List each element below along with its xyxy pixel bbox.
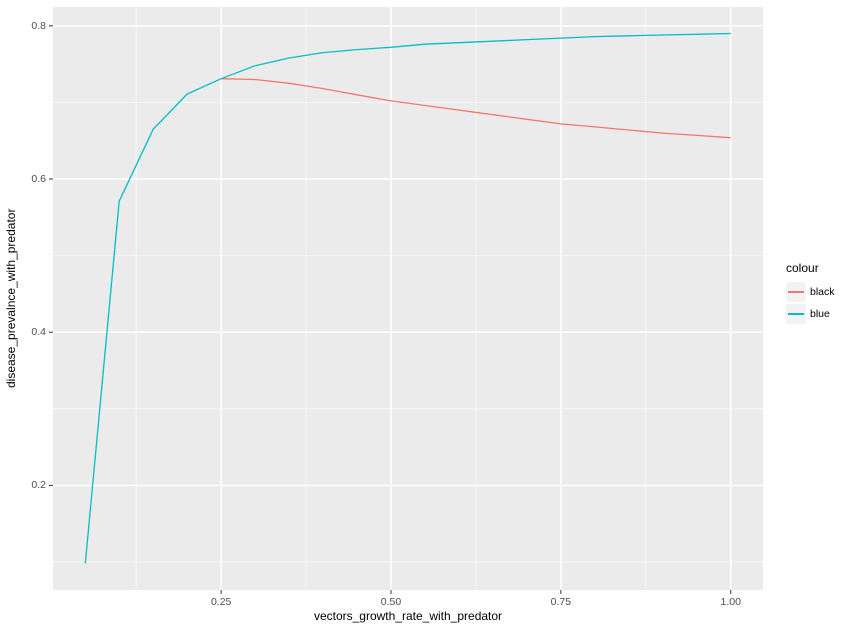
series-line-black xyxy=(221,78,731,139)
legend-label: black xyxy=(810,286,835,298)
x-tick-label: 0.50 xyxy=(380,596,402,608)
y-tick-label: 0.6 xyxy=(31,173,46,186)
series-line-blue xyxy=(84,32,731,564)
y-tick-label: 0.8 xyxy=(31,19,46,32)
x-tick-label: 0.75 xyxy=(550,596,572,608)
x-tick-label: 1.00 xyxy=(720,596,741,608)
legend-entry-black: black xyxy=(782,282,854,302)
legend-key-line-icon xyxy=(788,313,804,315)
y-tick-label: 0.4 xyxy=(31,326,46,339)
x-tick-label: 0.25 xyxy=(210,596,232,608)
legend-label: blue xyxy=(810,308,830,320)
y-axis-title: disease_prevalnce_with_predator xyxy=(4,208,18,389)
legend-key-blue xyxy=(786,304,806,324)
legend-title: colour xyxy=(786,261,819,275)
legend-key-black xyxy=(786,282,806,302)
x-axis-title: vectors_growth_rate_with_predator xyxy=(313,609,503,623)
legend-entry-blue: blue xyxy=(782,304,854,324)
legend: colour black blue xyxy=(782,261,854,326)
panel-background xyxy=(53,7,763,590)
legend-key-line-icon xyxy=(788,291,804,293)
y-tick-label: 0.2 xyxy=(31,479,46,492)
